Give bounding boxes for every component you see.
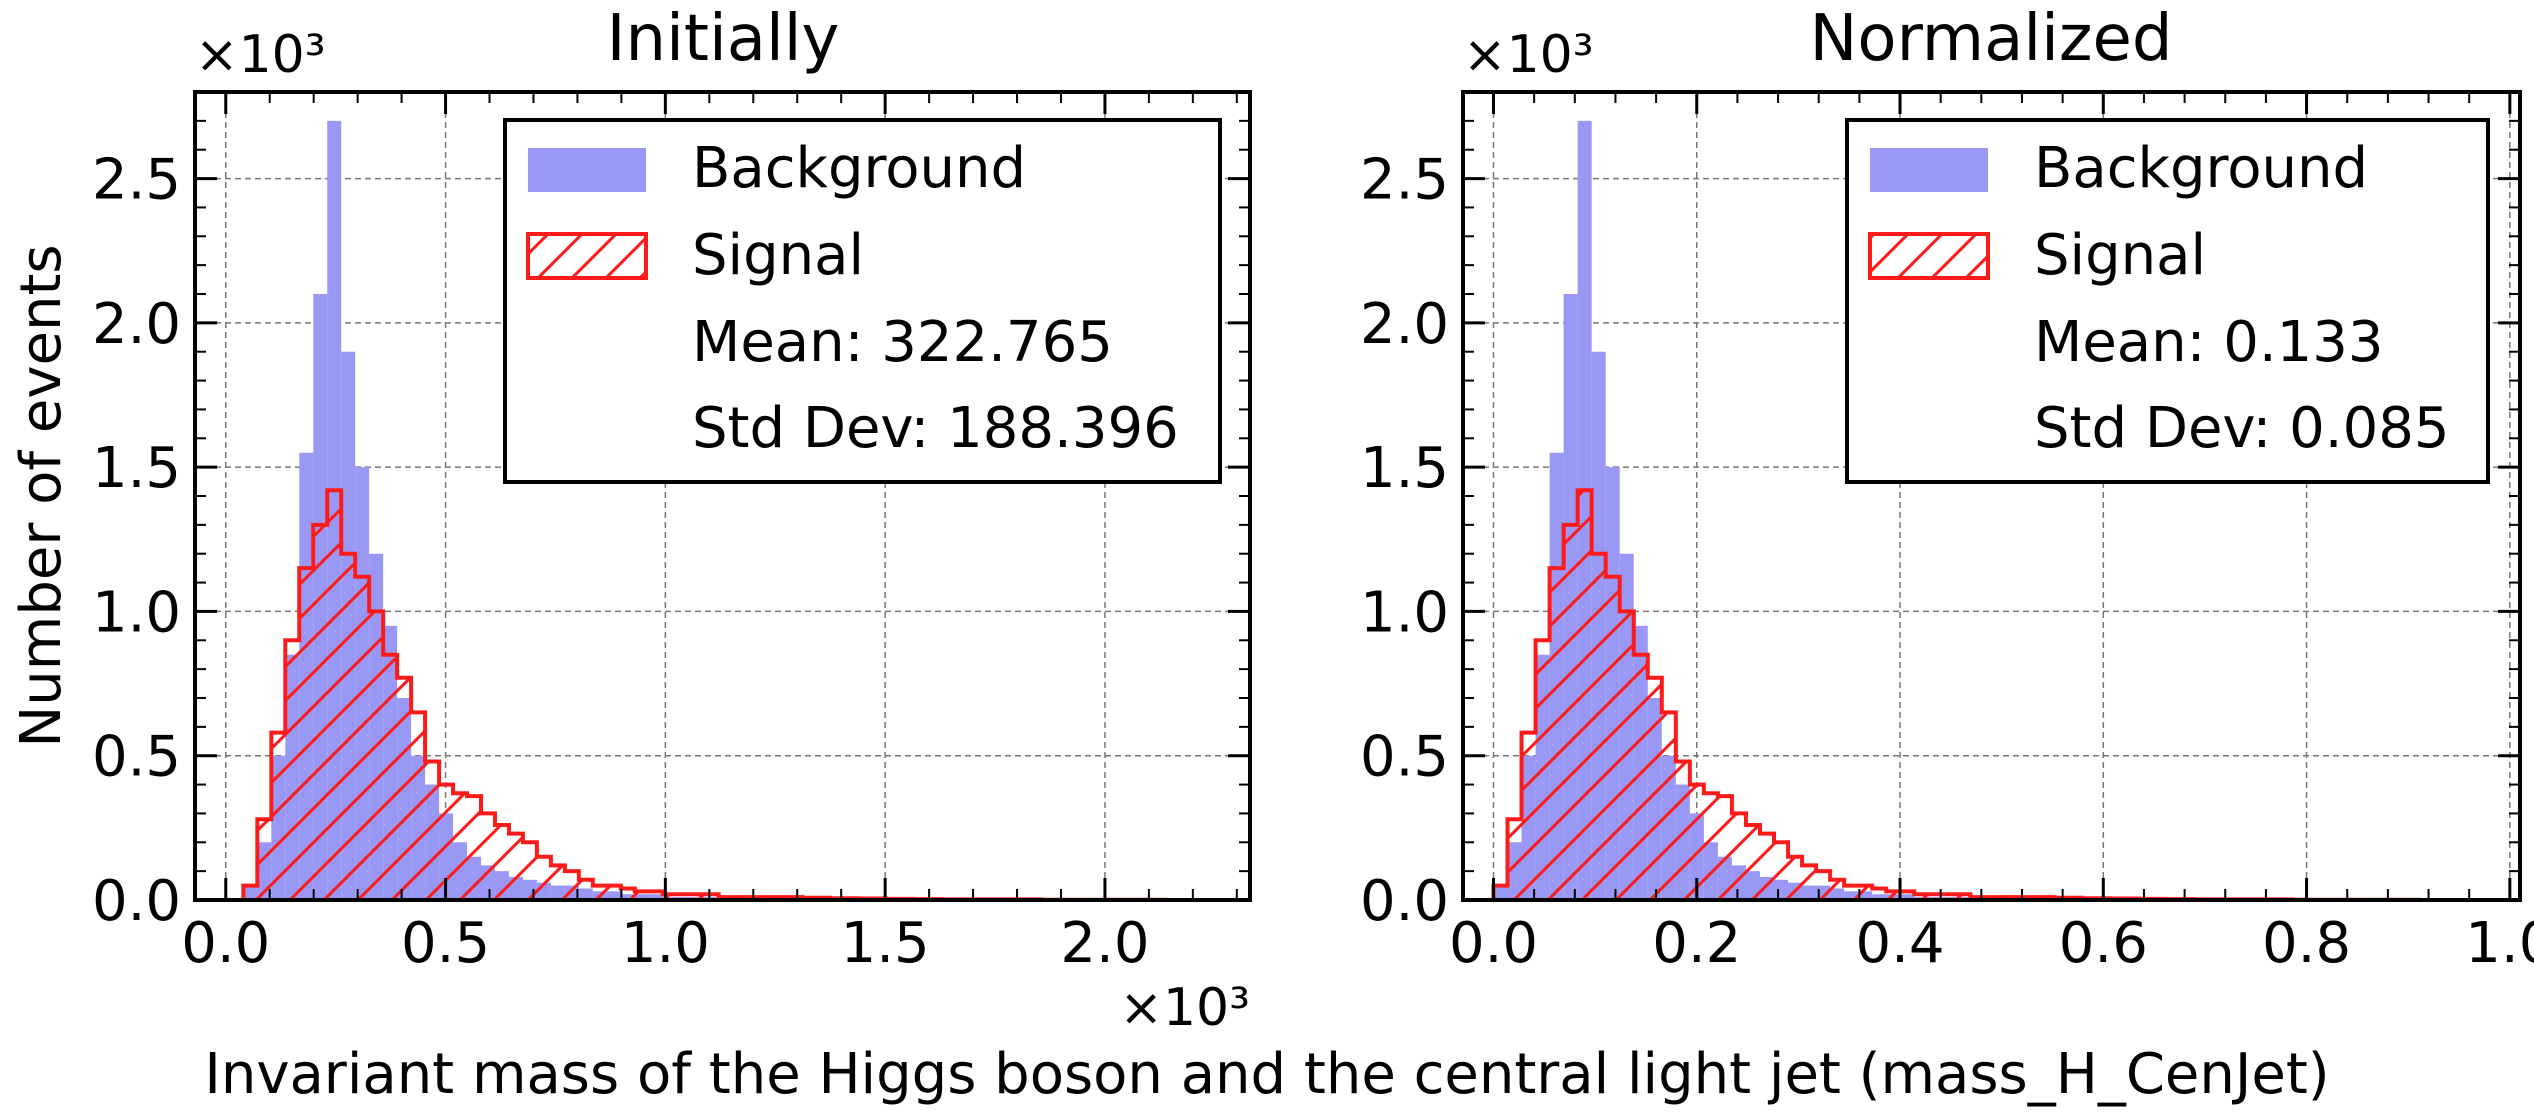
x-tick-label: 0.4 <box>1855 911 1944 976</box>
legend-std-dev: Std Dev: 0.085 <box>2034 396 2450 461</box>
x-tick-label: 0.5 <box>401 911 490 976</box>
y-multiplier: ×10³ <box>1463 25 1594 85</box>
panel-title: Initially <box>607 2 840 76</box>
legend: Background Signal Mean: 322.765 Std Dev:… <box>503 118 1222 484</box>
y-tick-label: 0.0 <box>1360 869 1449 934</box>
x-tick-label: 0.8 <box>2262 911 2351 976</box>
signal-histogram <box>241 488 1168 902</box>
signal-step-outline <box>1491 488 2422 902</box>
y-tick-label: 1.5 <box>1360 436 1449 501</box>
y-tick-label: 1.0 <box>1360 580 1449 645</box>
signal-step-outline <box>241 488 1168 902</box>
legend-swatch-background <box>1870 148 1988 192</box>
x-tick-label: 0.6 <box>2059 911 2148 976</box>
x-tick-label: 0.0 <box>181 911 270 976</box>
legend-mean: Mean: 0.133 <box>2034 310 2384 375</box>
x-tick-label: 2.0 <box>1060 911 1149 976</box>
panel-title: Normalized <box>1810 2 2173 76</box>
x-tick-label: 1.5 <box>841 911 930 976</box>
signal-histogram <box>1491 488 2422 902</box>
y-tick-label: 0.5 <box>1360 725 1449 790</box>
legend-swatch-background <box>528 148 646 192</box>
x-tick-label: 0.0 <box>1449 911 1538 976</box>
legend-background-label: Background <box>2034 136 2368 201</box>
y-tick-label: 2.5 <box>1360 148 1449 213</box>
legend-signal-label: Signal <box>2034 223 2206 288</box>
x-axis-label: Invariant mass of the Higgs boson and th… <box>204 1042 2329 1107</box>
panel-initially: Initially ×10³ 0.0 0.5 1.0 1.5 2.0 0.0 0.5 1.0 1… <box>92 2 1252 1038</box>
y-tick-label: 1.5 <box>92 436 181 501</box>
y-multiplier: ×10³ <box>195 25 326 85</box>
y-axis-label: Number of events <box>9 244 74 747</box>
axis-ticks: 0.0 0.5 1.0 1.5 2.0 0.0 0.5 1.0 1.5 2.0 2.5 <box>92 92 1250 976</box>
legend-mean: Mean: 322.765 <box>692 310 1113 375</box>
panel-normalized: Normalized ×10³ 0.0 0.2 0.4 0.6 0.8 1.0 0.0 0.5… <box>1360 2 2534 976</box>
legend-signal-label: Signal <box>692 223 864 288</box>
legend-std-dev: Std Dev: 188.396 <box>692 396 1179 461</box>
y-tick-label: 0.0 <box>92 869 181 934</box>
x-multiplier: ×10³ <box>1119 978 1250 1038</box>
y-tick-label: 0.5 <box>92 725 181 790</box>
legend: Background Signal Mean: 0.133 Std Dev: 0… <box>1845 118 2490 484</box>
x-tick-label: 1.0 <box>621 911 710 976</box>
y-tick-label: 1.0 <box>92 580 181 645</box>
legend-background-label: Background <box>692 136 1026 201</box>
x-tick-label: 0.2 <box>1652 911 1741 976</box>
y-tick-label: 2.0 <box>1360 292 1449 357</box>
x-tick-label: 1.0 <box>2465 911 2534 976</box>
y-tick-label: 2.0 <box>92 292 181 357</box>
axis-ticks: 0.0 0.2 0.4 0.6 0.8 1.0 0.0 0.5 1.0 1.5 2.0 2.5 <box>1360 92 2534 976</box>
legend-swatch-signal <box>526 232 648 280</box>
legend-swatch-signal <box>1868 232 1990 280</box>
y-tick-label: 2.5 <box>92 148 181 213</box>
